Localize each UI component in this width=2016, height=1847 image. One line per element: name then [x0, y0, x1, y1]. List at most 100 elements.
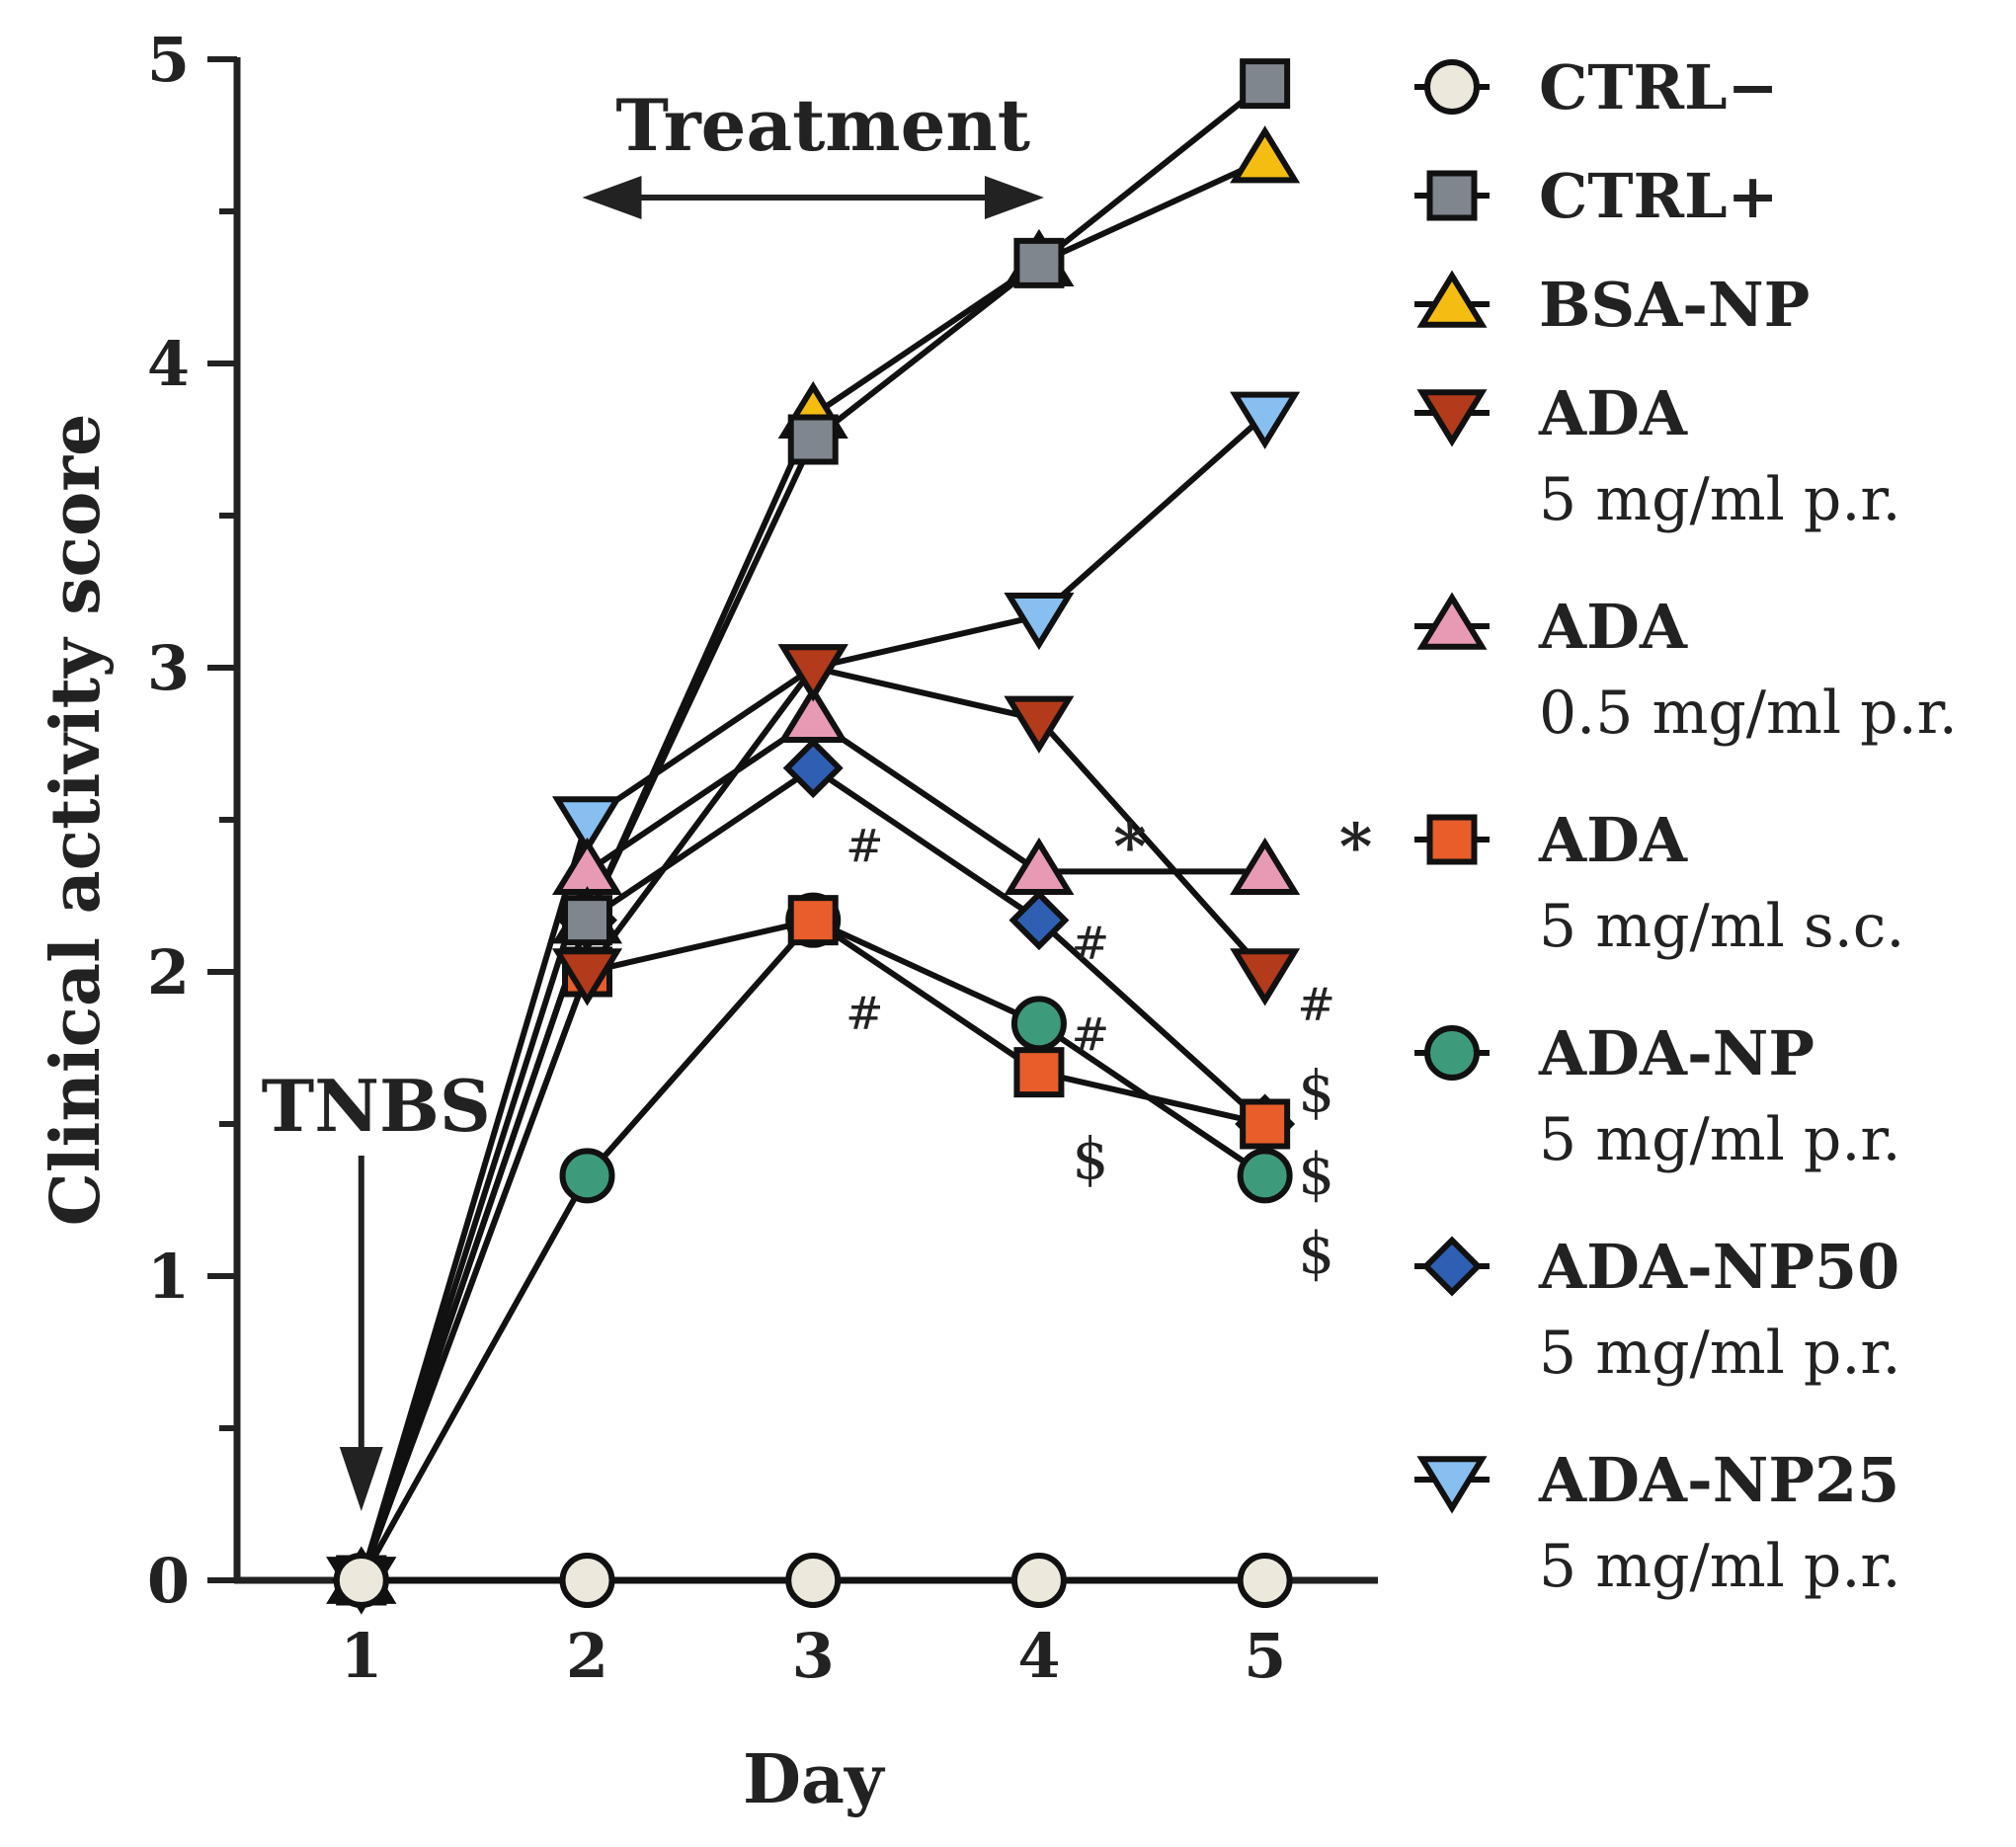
legend-sublabel: 5 mg/ml p.r. [1539, 465, 1901, 534]
legend-label: ADA-NP50 [1538, 1231, 1899, 1303]
legend-label: ADA [1538, 804, 1688, 876]
legend-label: ADA-NP25 [1538, 1444, 1899, 1516]
tnbs-arrow-head [339, 1447, 383, 1511]
data-point [1240, 1098, 1291, 1150]
data-point [562, 895, 613, 946]
legend-entry-3: ADA 5 mg/ml p.r. [1414, 377, 1901, 534]
y-tick-label: 1 [147, 1241, 190, 1313]
legend-sublabel: 5 mg/ml p.r. [1539, 1105, 1901, 1174]
significance-mark: $ [1072, 1125, 1108, 1192]
legend-sublabel: 5 mg/ml s.c. [1539, 892, 1904, 961]
data-point [1230, 948, 1301, 1006]
tnbs-label: TNBS [262, 1064, 491, 1148]
legend-label: ADA-NP [1538, 1017, 1814, 1089]
x-tick-label: 5 [1244, 1620, 1286, 1692]
significance-mark: # [846, 820, 884, 873]
data-point [1240, 58, 1291, 110]
treatment-label: Treatment [615, 83, 1030, 167]
significance-mark: # [1072, 1008, 1110, 1062]
legend-marker [1416, 592, 1488, 650]
data-point [777, 684, 848, 744]
significance-mark: $ [1298, 1058, 1334, 1125]
legend-entry-4: ADA 0.5 mg/ml p.r. [1414, 591, 1958, 748]
legend-entry-6: ADA-NP 5 mg/ml p.r. [1414, 1017, 1901, 1174]
axes-layer: 0 1 2 3 4 5 1 2 3 4 5 Day Clinical activity score [37, 24, 1378, 1819]
legend-marker [1416, 270, 1488, 328]
x-tick-label: 2 [566, 1620, 608, 1692]
series-points-1 [336, 58, 1291, 1606]
data-point [1230, 125, 1301, 184]
significance-mark: # [1072, 917, 1110, 970]
y-tick-label: 2 [147, 936, 190, 1008]
legend-marker [1424, 1025, 1480, 1081]
legend: CTRL− CTRL+ BSA-NP ADA 5 mg/ml p.r. ADA 0.5 mg… [1414, 51, 1958, 1601]
legend-marker [1416, 389, 1488, 447]
significance-mark: # [846, 987, 884, 1040]
legend-entry-5: ADA 5 mg/ml s.c. [1414, 804, 1904, 961]
legend-entry-1: CTRL+ [1414, 160, 1779, 232]
data-point [333, 1553, 389, 1608]
legend-marker [1424, 59, 1480, 115]
legend-label: CTRL− [1539, 51, 1779, 123]
significance-mark: * [1339, 810, 1372, 884]
legend-marker [1416, 1456, 1488, 1514]
data-point [551, 796, 623, 854]
data-point [559, 1148, 615, 1204]
y-axis-title: Clinical activity score [37, 414, 116, 1227]
series-points-3 [326, 644, 1301, 1615]
series-points-8 [326, 391, 1301, 1615]
x-tick-label: 1 [340, 1620, 382, 1692]
significance-mark: # [1297, 978, 1335, 1031]
data-point [559, 1553, 615, 1608]
data-point [1010, 1553, 1067, 1608]
data-point [1008, 890, 1070, 951]
legend-entry-7: ADA-NP50 5 mg/ml p.r. [1414, 1231, 1901, 1388]
series-line-7 [358, 764, 1267, 1581]
legend-sublabel: 0.5 mg/ml p.r. [1539, 679, 1958, 748]
series-line-5 [358, 917, 1266, 1582]
legend-label: ADA [1538, 377, 1688, 449]
legend-sublabel: 5 mg/ml p.r. [1539, 1532, 1901, 1601]
significance-mark: $ [1298, 1140, 1334, 1207]
significance-mark: * [1113, 810, 1146, 884]
legend-label: CTRL+ [1539, 160, 1779, 232]
data-point [1237, 1148, 1293, 1204]
legend-label: ADA [1538, 591, 1688, 663]
data-point [787, 895, 839, 946]
significance-mark: $ [1298, 1219, 1334, 1286]
data-point [551, 948, 623, 1006]
legend-marker [1421, 1236, 1483, 1297]
legend-marker [1426, 170, 1478, 221]
series-points-6 [333, 892, 1293, 1608]
data-point [1230, 837, 1301, 896]
data-point [782, 738, 844, 799]
legend-entry-8: ADA-NP25 5 mg/ml p.r. [1414, 1444, 1901, 1601]
data-point [1230, 391, 1301, 449]
data-point [785, 1553, 842, 1608]
series-line-6 [359, 917, 1267, 1582]
x-tick-label: 3 [792, 1620, 835, 1692]
y-tick-label: 5 [147, 24, 190, 96]
legend-marker [1426, 814, 1478, 865]
legend-sublabel: 5 mg/ml p.r. [1539, 1319, 1901, 1388]
treatment-arrow-left-head [582, 176, 642, 219]
data-point [1010, 996, 1067, 1052]
y-tick-label: 4 [147, 328, 190, 400]
data-point [1013, 1047, 1065, 1098]
x-axis-title: Day [743, 1740, 886, 1819]
y-tick-label: 3 [147, 632, 190, 704]
data-point [1004, 592, 1075, 651]
treatment-arrow-right-head [984, 176, 1044, 219]
x-tick-label: 4 [1017, 1620, 1060, 1692]
series-points-0 [333, 1553, 1293, 1608]
y-tick-label: 0 [147, 1545, 190, 1617]
data-point [1004, 837, 1075, 896]
data-point [1013, 237, 1065, 288]
legend-entry-0: CTRL− [1414, 51, 1779, 123]
legend-entry-2: BSA-NP [1414, 269, 1810, 341]
series-layer [326, 58, 1301, 1615]
data-point [787, 414, 839, 465]
data-point [1237, 1553, 1293, 1608]
